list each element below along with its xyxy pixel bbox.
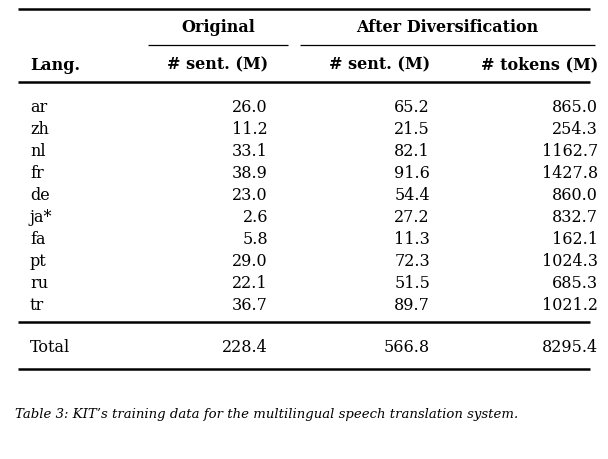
Text: 27.2: 27.2 xyxy=(395,209,430,226)
Text: 228.4: 228.4 xyxy=(223,339,268,356)
Text: 566.8: 566.8 xyxy=(384,339,430,356)
Text: 1021.2: 1021.2 xyxy=(542,297,598,314)
Text: 865.0: 865.0 xyxy=(552,99,598,116)
Text: 65.2: 65.2 xyxy=(394,99,430,116)
Text: 860.0: 860.0 xyxy=(552,187,598,204)
Text: 72.3: 72.3 xyxy=(394,253,430,270)
Text: 23.0: 23.0 xyxy=(232,187,268,204)
Text: # sent. (M): # sent. (M) xyxy=(329,56,430,73)
Text: 91.6: 91.6 xyxy=(394,165,430,182)
Text: Lang.: Lang. xyxy=(30,56,80,73)
Text: tr: tr xyxy=(30,297,44,314)
Text: ar: ar xyxy=(30,99,47,116)
Text: 685.3: 685.3 xyxy=(552,275,598,292)
Text: 162.1: 162.1 xyxy=(552,231,598,248)
Text: 1162.7: 1162.7 xyxy=(542,143,598,160)
Text: 54.4: 54.4 xyxy=(395,187,430,204)
Text: # tokens (M): # tokens (M) xyxy=(481,56,598,73)
Text: # sent. (M): # sent. (M) xyxy=(167,56,268,73)
Text: zh: zh xyxy=(30,121,49,138)
Text: 254.3: 254.3 xyxy=(552,121,598,138)
Text: pt: pt xyxy=(30,253,47,270)
Text: fr: fr xyxy=(30,165,44,182)
Text: Original: Original xyxy=(181,19,255,36)
Text: 1427.8: 1427.8 xyxy=(542,165,598,182)
Text: 26.0: 26.0 xyxy=(232,99,268,116)
Text: 51.5: 51.5 xyxy=(394,275,430,292)
Text: 832.7: 832.7 xyxy=(552,209,598,226)
Text: 5.8: 5.8 xyxy=(243,231,268,248)
Text: de: de xyxy=(30,187,50,204)
Text: 8295.4: 8295.4 xyxy=(542,339,598,356)
Text: 21.5: 21.5 xyxy=(394,121,430,138)
Text: 33.1: 33.1 xyxy=(232,143,268,160)
Text: Table 3: KIT’s training data for the multilingual speech translation system.: Table 3: KIT’s training data for the mul… xyxy=(15,408,518,420)
Text: nl: nl xyxy=(30,143,46,160)
Text: 29.0: 29.0 xyxy=(232,253,268,270)
Text: fa: fa xyxy=(30,231,46,248)
Text: ja*: ja* xyxy=(30,209,52,226)
Text: 36.7: 36.7 xyxy=(232,297,268,314)
Text: 1024.3: 1024.3 xyxy=(542,253,598,270)
Text: 38.9: 38.9 xyxy=(232,165,268,182)
Text: 22.1: 22.1 xyxy=(232,275,268,292)
Text: ru: ru xyxy=(30,275,48,292)
Text: After Diversification: After Diversification xyxy=(356,19,539,36)
Text: 2.6: 2.6 xyxy=(243,209,268,226)
Text: 11.2: 11.2 xyxy=(232,121,268,138)
Text: Total: Total xyxy=(30,339,71,356)
Text: 89.7: 89.7 xyxy=(394,297,430,314)
Text: 82.1: 82.1 xyxy=(394,143,430,160)
Text: 11.3: 11.3 xyxy=(394,231,430,248)
